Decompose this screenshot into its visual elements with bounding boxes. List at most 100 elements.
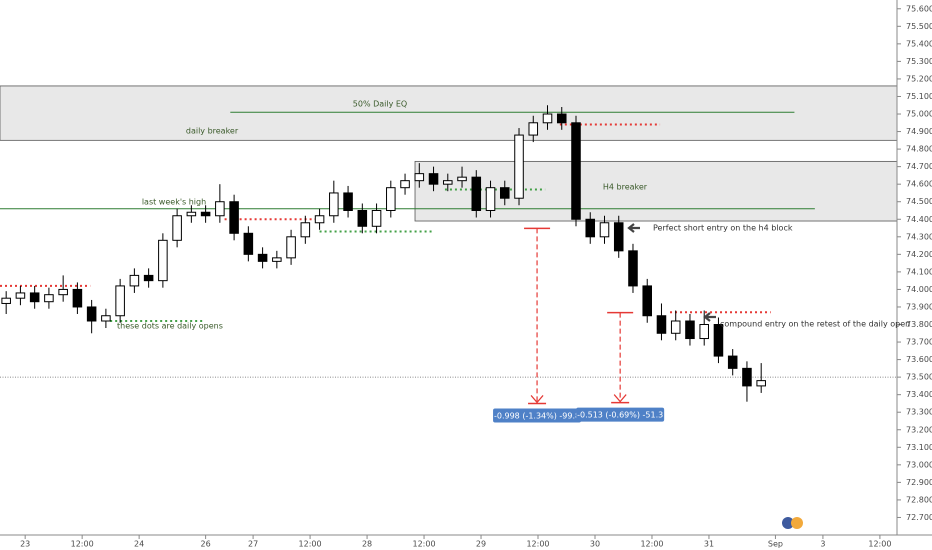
arrow	[627, 223, 640, 233]
candle-body	[528, 122, 539, 136]
y-tick-label: 75.500	[906, 22, 932, 31]
levels	[0, 111, 897, 378]
y-tick-label: 74.200	[906, 250, 932, 259]
candle-body	[428, 173, 439, 185]
y-tick-label: 72.800	[906, 495, 932, 504]
logo	[782, 517, 803, 529]
x-tick-label: 30	[590, 540, 600, 549]
y-tick-label: 73.000	[906, 460, 932, 469]
candle-body	[443, 180, 453, 185]
x-tick-label: 31	[704, 540, 714, 549]
x-tick-label: 29	[476, 540, 486, 549]
x-tick-label: 12:00	[71, 540, 94, 549]
x-tick-label: 12:00	[868, 540, 891, 549]
candle-body	[685, 320, 695, 340]
candle-body	[357, 209, 368, 227]
candle-body	[742, 367, 752, 387]
annotation: these dots are daily opens	[117, 322, 223, 331]
x-tick-label: Sep	[768, 540, 783, 549]
y-tick-label: 73.600	[906, 355, 932, 364]
y-tick-label: 75.400	[906, 39, 932, 48]
candle-body	[286, 236, 296, 259]
candle-body	[585, 218, 596, 238]
y-tick-label: 74.400	[906, 215, 932, 224]
x-tick-label: 12:00	[299, 540, 322, 549]
candle-body	[15, 292, 26, 299]
y-tick-label: 75.300	[906, 57, 932, 66]
y-tick-label: 74.900	[906, 127, 932, 136]
candle-body	[101, 315, 111, 322]
candle-body	[656, 315, 667, 334]
annotation: daily breaker	[186, 127, 239, 136]
candle-body	[414, 173, 425, 182]
candle-body	[1, 297, 11, 304]
y-tick-label: 73.900	[906, 302, 932, 311]
y-tick-label: 73.700	[906, 338, 932, 347]
measure-label: -0.513 (-0.69%) -51.3	[577, 411, 663, 420]
x-tick-label: 12:00	[526, 540, 549, 549]
candle-body	[457, 176, 467, 182]
candle-body	[599, 222, 610, 238]
candle-body	[343, 192, 353, 211]
zone	[414, 160, 898, 222]
measure-label: -0.998 (-1.34%) -99.8	[494, 411, 580, 420]
y-tick-label: 73.300	[906, 408, 932, 417]
candle-body	[329, 192, 339, 217]
candle-body	[44, 294, 54, 303]
candle-body	[158, 239, 168, 282]
y-tick-label: 74.000	[906, 285, 932, 294]
x-tick-label: 23	[20, 540, 30, 549]
candle-body	[542, 113, 553, 124]
candle-body	[215, 201, 225, 217]
y-tick-label: 73.800	[906, 320, 932, 329]
candle-body	[86, 306, 97, 322]
candle-body	[699, 324, 709, 340]
candle-body	[727, 355, 738, 369]
annotation: 50% Daily EQ	[353, 100, 407, 109]
annotation: H4 breaker	[603, 183, 648, 192]
y-tick-label: 72.700	[906, 513, 932, 522]
candle-body	[300, 222, 311, 238]
y-tick-label: 75.000	[906, 110, 932, 119]
candle-body	[72, 288, 83, 308]
y-tick-label: 72.900	[906, 478, 932, 487]
annotation: last week's high	[142, 198, 206, 207]
zones	[0, 85, 898, 222]
candle-body	[499, 187, 510, 199]
candle-body	[186, 211, 197, 217]
candle-body	[556, 113, 567, 124]
arrow	[703, 312, 716, 322]
y-tick-label: 75.600	[906, 4, 932, 13]
y-tick-label: 75.100	[906, 92, 932, 101]
candle-body	[314, 215, 325, 224]
x-tick-label: 12:00	[413, 540, 436, 549]
y-tick-label: 74.300	[906, 232, 932, 241]
y-tick-label: 73.500	[906, 373, 932, 382]
measure-label-box	[576, 407, 665, 422]
y-tick-label: 75.200	[906, 74, 932, 83]
candle-body	[514, 134, 524, 199]
candle-body	[670, 320, 681, 334]
measure-arrow	[530, 395, 544, 404]
x-tick-label: 12:00	[640, 540, 663, 549]
y-tick-label: 73.200	[906, 425, 932, 434]
candles	[1, 105, 766, 402]
y-tick-label: 74.500	[906, 197, 932, 206]
candle-body	[257, 253, 268, 262]
candle-body	[200, 211, 211, 217]
measure-label-box	[493, 408, 582, 423]
y-tick-label: 74.700	[906, 162, 932, 171]
candle-body	[243, 232, 254, 255]
measure-arrow	[613, 394, 627, 403]
measures: -0.998 (-1.34%) -99.8-0.513 (-0.69%) -51…	[493, 227, 665, 423]
y-tick-label: 74.600	[906, 180, 932, 189]
x-tick-label: 24	[134, 540, 144, 549]
candle-body	[756, 380, 766, 387]
candle-body	[172, 215, 182, 241]
annotation: compound entry on the retest of the dail…	[720, 320, 910, 329]
candle-body	[628, 250, 638, 287]
y-tick-label: 73.400	[906, 390, 932, 399]
zone	[0, 85, 898, 141]
candle-body	[29, 292, 40, 303]
